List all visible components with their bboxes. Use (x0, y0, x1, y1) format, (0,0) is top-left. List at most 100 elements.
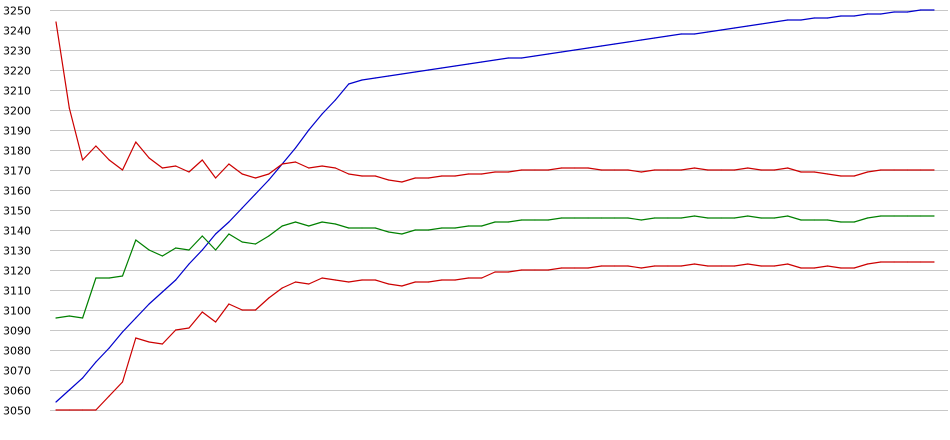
data-point (933, 261, 935, 263)
data-point (827, 17, 829, 19)
data-point (427, 229, 430, 231)
data-point (866, 217, 869, 219)
data-point (507, 271, 509, 273)
data-point (693, 33, 696, 35)
data-point (427, 281, 430, 283)
data-point (614, 217, 616, 219)
data-point (840, 267, 842, 269)
data-point (773, 21, 776, 23)
data-point (640, 219, 642, 221)
data-point (920, 9, 922, 11)
data-point (121, 381, 124, 383)
y-tick-label: 3210 (3, 85, 31, 98)
data-point (747, 215, 749, 217)
data-point (547, 53, 549, 55)
data-point (321, 165, 323, 167)
data-point (454, 279, 456, 281)
data-point (627, 169, 629, 171)
data-point (494, 221, 496, 223)
data-point (281, 287, 283, 289)
data-point (361, 227, 363, 229)
data-point (414, 281, 416, 283)
data-point (760, 169, 762, 171)
data-point (254, 309, 257, 311)
data-point (494, 271, 496, 273)
data-point (880, 13, 882, 15)
data-point (534, 219, 536, 221)
data-point (840, 221, 842, 223)
data-point (587, 267, 589, 269)
data-point (441, 67, 443, 69)
data-point (933, 9, 935, 11)
data-point (840, 15, 842, 17)
data-point (161, 343, 163, 345)
data-point (853, 15, 855, 17)
y-tick-label: 3070 (3, 365, 31, 378)
data-point (121, 275, 124, 277)
data-point (161, 167, 163, 169)
data-point (201, 249, 203, 251)
data-point (268, 297, 270, 299)
data-point (108, 395, 110, 397)
data-point (161, 255, 163, 257)
data-point (707, 31, 709, 33)
data-point (388, 179, 390, 181)
data-point (667, 217, 669, 219)
data-point (82, 377, 84, 379)
data-point (494, 59, 496, 61)
series-4 (55, 261, 935, 411)
data-point (361, 279, 363, 281)
data-point (241, 309, 243, 311)
data-point (441, 279, 443, 281)
data-point (481, 173, 483, 175)
data-point (215, 233, 217, 235)
data-point (82, 409, 84, 411)
y-tick-label: 3230 (3, 45, 31, 58)
data-point (467, 225, 469, 227)
series-3 (55, 215, 935, 319)
data-point (667, 169, 669, 171)
data-point (308, 283, 310, 285)
data-point (215, 249, 217, 251)
data-point (254, 177, 257, 179)
y-tick-label: 3090 (3, 325, 31, 338)
data-point (388, 75, 390, 77)
data-point (654, 265, 656, 267)
y-tick-label: 3190 (3, 125, 31, 138)
series-line (55, 9, 934, 403)
data-point (574, 217, 576, 219)
data-point (334, 167, 336, 169)
series-2 (55, 21, 935, 183)
data-point (893, 11, 895, 13)
data-point (853, 267, 855, 269)
data-point (308, 129, 310, 131)
data-point (507, 57, 509, 59)
data-point (374, 227, 376, 229)
data-point (733, 217, 736, 219)
data-point (294, 221, 297, 223)
data-point (840, 175, 842, 177)
data-point (55, 401, 57, 403)
data-point (454, 65, 456, 67)
data-point (175, 247, 177, 249)
data-point (228, 163, 230, 165)
data-point (813, 219, 815, 221)
data-point (414, 71, 416, 73)
series-line (55, 21, 934, 183)
data-point (82, 317, 84, 319)
data-point (787, 263, 789, 265)
y-tick-label: 3200 (3, 105, 31, 118)
data-point (82, 159, 84, 161)
data-point (880, 261, 882, 263)
data-point (600, 169, 603, 171)
data-point (454, 175, 456, 177)
data-point (787, 215, 789, 217)
data-point (175, 329, 177, 331)
data-point (427, 69, 430, 71)
data-point (813, 171, 815, 173)
data-point (68, 409, 70, 411)
data-point (574, 267, 576, 269)
y-axis-tick-labels: 3050 3060 3070 3080 3090 3100 3110 3120 3130 3140… (3, 5, 31, 418)
